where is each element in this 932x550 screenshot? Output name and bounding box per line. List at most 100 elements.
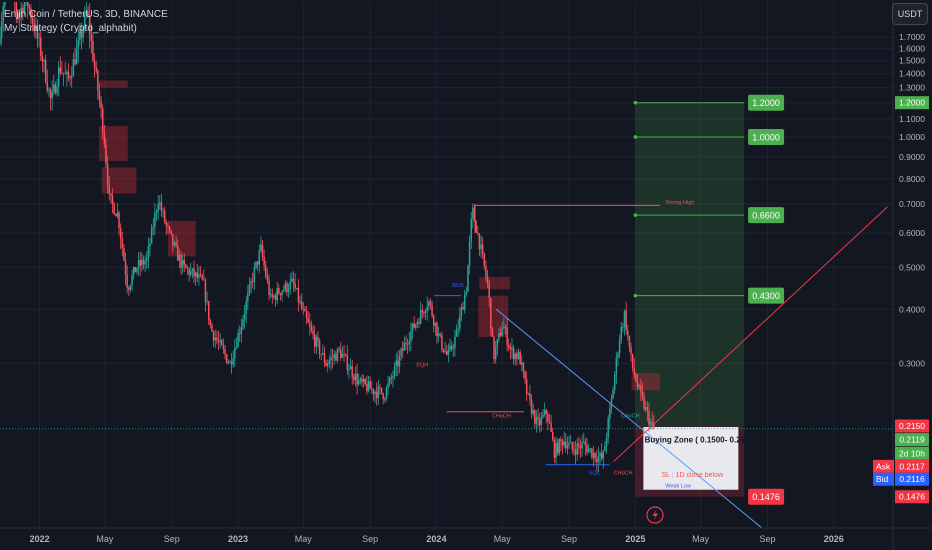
candle-body bbox=[496, 338, 499, 348]
candle-body bbox=[75, 48, 78, 65]
y-tick-label: 0.6000 bbox=[899, 228, 925, 238]
price-badge: 0.1476 bbox=[899, 492, 925, 502]
candle-body bbox=[470, 218, 472, 242]
candle-body bbox=[176, 245, 179, 261]
x-tick-label: May bbox=[692, 534, 710, 544]
candle-body bbox=[294, 282, 296, 289]
price-badge-bg bbox=[895, 433, 929, 447]
candle-body bbox=[234, 347, 236, 359]
y-tick-label: 0.5000 bbox=[899, 262, 925, 272]
candle-body bbox=[631, 354, 634, 368]
candle-body bbox=[485, 265, 487, 277]
candle-body bbox=[248, 284, 251, 293]
candle-body bbox=[95, 67, 97, 72]
trendline bbox=[613, 206, 888, 462]
candle-body bbox=[335, 354, 337, 361]
candle-body bbox=[93, 60, 96, 68]
candle-body bbox=[346, 354, 349, 370]
candle-body bbox=[509, 347, 512, 350]
candle-body bbox=[57, 67, 60, 87]
candle-body bbox=[263, 257, 265, 266]
candle-body bbox=[206, 301, 208, 302]
candle-body bbox=[165, 222, 168, 226]
candle-body bbox=[366, 384, 368, 392]
candle-body bbox=[136, 268, 138, 273]
candle-body bbox=[437, 333, 440, 337]
candle-body bbox=[310, 326, 313, 331]
candle-body bbox=[108, 185, 110, 194]
candle-body bbox=[20, 7, 22, 14]
candle-body bbox=[61, 72, 63, 74]
candle-body bbox=[441, 335, 443, 350]
target-label: 0.6600 bbox=[752, 211, 780, 221]
candle-body bbox=[207, 301, 210, 321]
candle-body bbox=[181, 260, 184, 268]
candle-body bbox=[323, 352, 326, 363]
candle-body bbox=[46, 82, 49, 91]
supply-zone bbox=[101, 167, 137, 194]
candle-body bbox=[43, 59, 45, 62]
x-tick-label: 2022 bbox=[30, 534, 50, 544]
price-badge: 2d 10h bbox=[899, 448, 925, 458]
grid-lines bbox=[0, 2, 893, 528]
candle-body bbox=[123, 248, 125, 261]
candle-body bbox=[144, 261, 146, 265]
candle-body bbox=[573, 448, 575, 451]
candle-body bbox=[147, 246, 150, 258]
candle-body bbox=[426, 306, 428, 312]
candle-body bbox=[320, 354, 322, 355]
stop-label: 0.1476 bbox=[752, 492, 780, 502]
candle-body bbox=[405, 342, 407, 345]
candle-body bbox=[172, 233, 174, 246]
candle-body bbox=[238, 333, 241, 335]
candle-body bbox=[553, 439, 556, 458]
candle-body bbox=[211, 325, 213, 332]
stop-label-bg bbox=[748, 488, 785, 505]
y-tick-label: 1.0000 bbox=[899, 132, 925, 142]
candle-body bbox=[566, 445, 569, 449]
candle-body bbox=[516, 353, 518, 359]
candle-body bbox=[359, 378, 362, 381]
candle-body bbox=[142, 259, 145, 265]
candle-body bbox=[521, 362, 523, 365]
candle-body bbox=[620, 327, 622, 341]
candle-body bbox=[289, 281, 291, 290]
candle-body bbox=[579, 445, 582, 449]
candle-body bbox=[543, 410, 546, 415]
candle-body bbox=[353, 376, 355, 380]
candle-body bbox=[203, 279, 205, 281]
candle-body bbox=[387, 383, 389, 389]
candle-body bbox=[331, 357, 334, 359]
currency-button[interactable]: USDT bbox=[892, 3, 928, 25]
x-tick-label: Sep bbox=[362, 534, 378, 544]
candle-body bbox=[475, 221, 477, 233]
candle-body bbox=[351, 366, 353, 377]
candle-body bbox=[477, 232, 479, 234]
candle-body bbox=[36, 25, 39, 39]
candle-body bbox=[643, 396, 645, 409]
chart-annotation: EQL bbox=[589, 471, 600, 477]
candle-body bbox=[493, 336, 495, 360]
candle-body bbox=[636, 381, 639, 388]
candle-body bbox=[232, 358, 234, 365]
candle-body bbox=[463, 294, 466, 310]
candle-body bbox=[457, 328, 459, 330]
candle-body bbox=[28, 5, 31, 9]
candle-body bbox=[258, 250, 261, 265]
candle-body bbox=[64, 73, 66, 75]
candle-body bbox=[230, 361, 233, 365]
candle-body bbox=[281, 291, 283, 296]
candle-body bbox=[408, 341, 411, 345]
candle-body bbox=[384, 399, 386, 400]
x-tick-label: 2025 bbox=[625, 534, 645, 544]
candle-body bbox=[527, 393, 530, 395]
candle-body bbox=[198, 274, 200, 278]
indicator-title: My Strategy (Crypto_alphabit) bbox=[4, 23, 137, 34]
y-tick-label: 1.3000 bbox=[899, 83, 925, 93]
candle-body bbox=[315, 337, 318, 347]
candle-body bbox=[66, 72, 68, 74]
candle-body bbox=[609, 408, 611, 419]
candle-body bbox=[326, 363, 329, 366]
candle-body bbox=[196, 272, 199, 278]
